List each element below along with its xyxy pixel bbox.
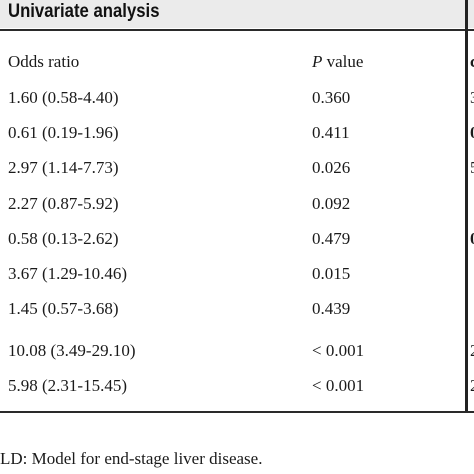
table-cell-p-value: 0.015 (312, 264, 351, 283)
table-bottom-rule (0, 411, 474, 413)
next-column-fragment: 5 (470, 157, 474, 179)
table-cell-odds-ratio: 2.97 (1.14-7.73) (8, 158, 119, 177)
section-title: Univariate analysis (8, 1, 160, 22)
table-cell-odds-ratio: 5.98 (2.31-15.45) (8, 376, 127, 395)
p-suffix: value (322, 52, 364, 71)
column-header-p-value: P value (312, 51, 363, 73)
table-cell-p-value: < 0.001 (312, 376, 365, 395)
next-column-fragment: 0 (470, 228, 474, 250)
p-label: P (312, 52, 323, 71)
column-separator (465, 0, 468, 413)
table-cell-p-value: 0.439 (312, 299, 351, 318)
table-footnote: LD: Model for end-stage liver disease. (0, 449, 263, 468)
table-cell-odds-ratio: 1.60 (0.58-4.40) (8, 88, 119, 107)
next-column-fragment: 2 (470, 375, 474, 397)
table-cell-odds-ratio: 2.27 (0.87-5.92) (8, 194, 119, 213)
table-cell-p-value: < 0.001 (312, 341, 365, 360)
next-column-fragment: 0 (470, 122, 474, 144)
table-cell-odds-ratio: 10.08 (3.49-29.10) (8, 341, 136, 360)
next-column-header-fragment: c (470, 52, 474, 71)
table-cell-odds-ratio: 3.67 (1.29-10.46) (8, 264, 127, 283)
next-column-fragment: 2 (470, 340, 474, 362)
column-header-odds-ratio: Odds ratio (8, 52, 80, 71)
table-cell-odds-ratio: 0.61 (0.19-1.96) (8, 123, 119, 142)
table-cell-p-value: 0.026 (312, 158, 351, 177)
table-cell-p-value: 0.479 (312, 229, 351, 248)
header-rule (0, 29, 474, 31)
table-cell-p-value: 0.092 (312, 194, 351, 213)
next-column-fragment: 3 (470, 87, 474, 109)
table-cell-p-value: 0.360 (312, 88, 351, 107)
table-cell-odds-ratio: 0.58 (0.13-2.62) (8, 229, 119, 248)
table-cell-odds-ratio: 1.45 (0.57-3.68) (8, 299, 119, 318)
table-header-band: Univariate analysis (0, 0, 474, 28)
table-cell-p-value: 0.411 (312, 123, 350, 142)
